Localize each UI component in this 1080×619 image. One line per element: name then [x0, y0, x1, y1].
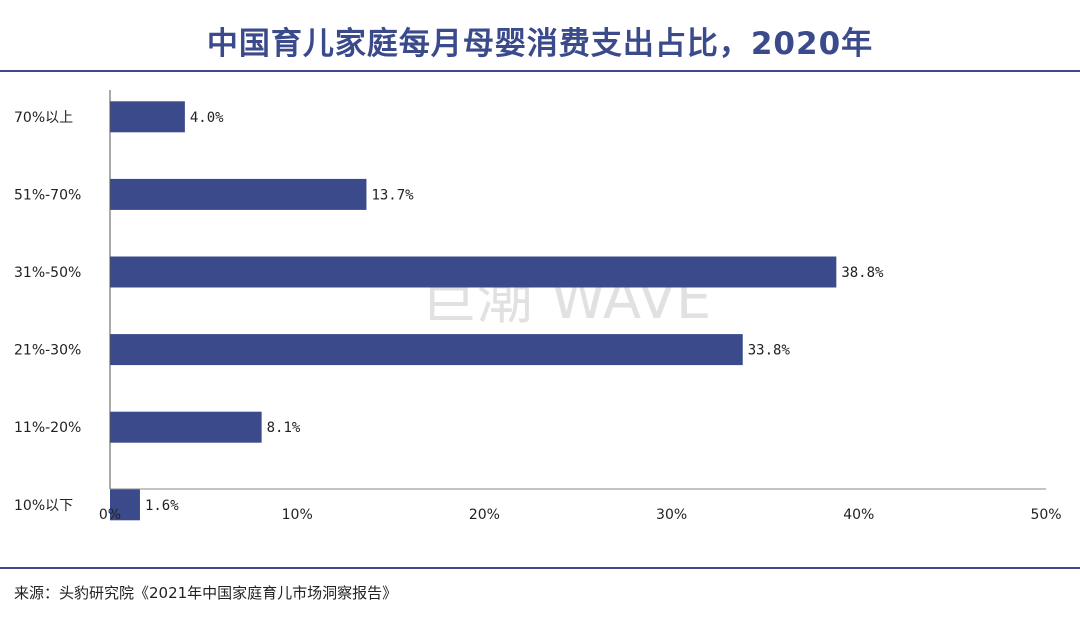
category-label-4: 11%-20%	[14, 420, 81, 436]
x-tick-label-5: 50%	[1030, 507, 1061, 523]
chart-title: 中国育儿家庭每月母婴消费支出占比，2020年	[206, 26, 874, 62]
bar-1	[110, 178, 367, 210]
bar-5	[110, 489, 140, 521]
bottom-divider	[0, 567, 1080, 569]
bar-2	[110, 256, 837, 288]
data-label-5: 1.6%	[145, 498, 179, 514]
bar-3	[110, 334, 743, 366]
x-tick-label-4: 40%	[843, 507, 874, 523]
source-note: 来源：头豹研究院《2021年中国家庭育儿市场洞察报告》	[14, 584, 398, 602]
bar-4	[110, 411, 262, 443]
category-label-1: 51%-70%	[14, 187, 81, 203]
category-label-0: 70%以上	[14, 110, 73, 126]
bar-0	[110, 101, 185, 133]
category-label-3: 21%-30%	[14, 343, 81, 359]
category-label-2: 31%-50%	[14, 265, 81, 281]
data-label-0: 4.0%	[190, 110, 224, 126]
x-tick-label-2: 20%	[469, 507, 500, 523]
x-tick-label-3: 30%	[656, 507, 687, 523]
data-label-3: 33.8%	[748, 343, 791, 359]
category-label-5: 10%以下	[14, 498, 73, 514]
x-tick-label-1: 10%	[282, 507, 313, 523]
x-tick-label-0: 0%	[99, 507, 121, 523]
data-label-4: 8.1%	[267, 420, 301, 436]
data-label-2: 38.8%	[841, 265, 884, 281]
data-label-1: 13.7%	[371, 187, 414, 203]
top-divider	[0, 70, 1080, 72]
